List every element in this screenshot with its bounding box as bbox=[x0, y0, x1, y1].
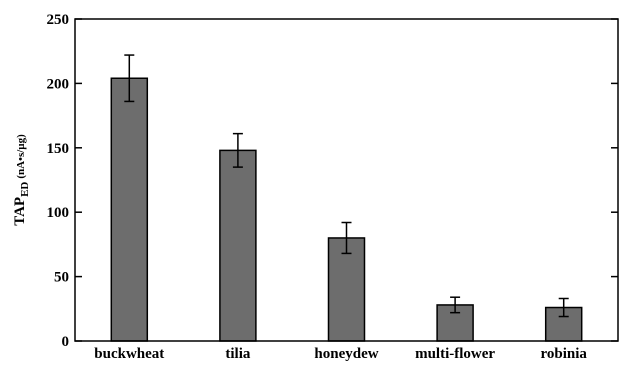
x-tick-label-honeydew: honeydew bbox=[314, 346, 378, 361]
error-bar-honeydew bbox=[341, 221, 352, 255]
error-bars bbox=[124, 54, 569, 318]
error-bar-buckwheat bbox=[124, 54, 135, 103]
y-tick-label-100: 100 bbox=[47, 205, 70, 221]
bar-honeydew bbox=[327, 237, 366, 342]
error-bar-multi-flower bbox=[450, 296, 461, 314]
bar-buckwheat bbox=[110, 77, 149, 342]
y-tick-label-150: 150 bbox=[47, 141, 70, 157]
y-axis-ticks: 0 50 100 150 200 250 bbox=[47, 12, 618, 350]
y-axis-label-main: TAP bbox=[12, 197, 28, 226]
y-axis-label-unit: (nA•s/µg) bbox=[15, 134, 27, 179]
bars bbox=[110, 77, 583, 342]
y-tick-label-200: 200 bbox=[47, 76, 70, 92]
y-tick-label-0: 0 bbox=[62, 334, 70, 350]
error-bar-robinia bbox=[558, 297, 569, 318]
x-tick-label-robinia: robinia bbox=[540, 346, 587, 361]
plot-frame bbox=[74, 18, 619, 342]
y-axis-label-sub: ED bbox=[19, 182, 31, 197]
bar-tilia bbox=[219, 149, 257, 342]
y-tick-label-250: 250 bbox=[47, 12, 70, 28]
error-bar-tilia bbox=[232, 132, 243, 168]
y-axis-label: TAPED (nA•s/µg) bbox=[12, 134, 31, 226]
x-axis-ticks: buckwheat tilia honeydew multi-flower robini… bbox=[94, 346, 587, 362]
y-tick-label-50: 50 bbox=[54, 270, 69, 286]
x-tick-label-tilia: tilia bbox=[225, 346, 250, 361]
x-tick-label-buckwheat: buckwheat bbox=[94, 346, 164, 361]
x-tick-label-multi-flower: multi-flower bbox=[415, 346, 495, 361]
